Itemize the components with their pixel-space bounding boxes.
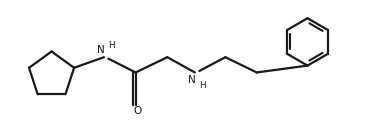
- Text: H: H: [108, 41, 115, 50]
- Text: N: N: [188, 75, 196, 85]
- Text: O: O: [133, 106, 141, 116]
- Text: H: H: [199, 81, 206, 90]
- Text: N: N: [97, 45, 105, 55]
